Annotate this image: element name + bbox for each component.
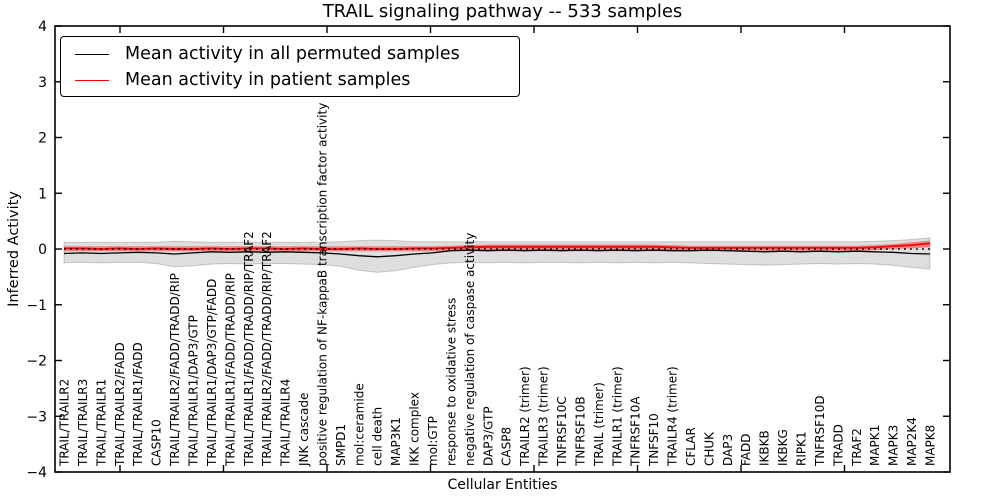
x-tick-label: MAPK3 — [887, 425, 901, 466]
x-axis-label: Cellular Entities — [447, 477, 558, 493]
x-tick-label: negative regulation of caspase activity — [463, 233, 477, 466]
x-tick-label: DAP3/GTP — [481, 406, 495, 466]
x-tick-label: IKK complex — [408, 392, 422, 466]
legend-entry-patient: Mean activity in patient samples — [75, 67, 519, 93]
x-tick-label: TRAIL/TRAILR1 — [94, 379, 108, 467]
legend-label-permuted: Mean activity in all permuted samples — [125, 44, 460, 64]
x-tick-label: TRAIL (trimer) — [592, 382, 606, 467]
y-tick-label: −1 — [26, 298, 47, 314]
y-tick-label: 1 — [38, 186, 47, 202]
y-tick-label: −3 — [26, 409, 47, 425]
legend-box: Mean activity in all permuted samples Me… — [60, 36, 520, 97]
y-tick-label: 0 — [38, 242, 47, 258]
x-tick-label: DAP3 — [721, 434, 735, 466]
confidence-band-permuted — [63, 237, 931, 273]
x-tick-label: TRAIL/TRAILR4 — [279, 379, 293, 467]
x-tick-label: TRAIL/TRAILR1/FADD/TRADD/RIP — [223, 273, 237, 467]
x-tick-label: TRADD — [831, 424, 845, 467]
x-tick-label: TNFRSF10A — [629, 396, 643, 467]
x-tick-label: TRAILR4 (trimer) — [666, 366, 680, 467]
x-tick-label: MAPK1 — [868, 425, 882, 466]
x-tick-label: positive regulation of NF-kappaB transcr… — [316, 103, 330, 466]
x-tick-label: mol:GTP — [426, 416, 440, 466]
x-tick-label: TRAIL/TRAILR2/FADD/TRADD/RIP — [168, 273, 182, 467]
y-axis-label: Inferred Activity — [6, 191, 22, 307]
legend-line-permuted-icon — [75, 53, 109, 55]
x-tick-label: mol:ceramide — [352, 383, 366, 466]
x-tick-label: IKBKG — [776, 429, 790, 466]
legend-label-patient: Mean activity in patient samples — [125, 70, 411, 90]
x-tick-label: TRAIL/TRAILR1/DAP3/GTP/FADD — [205, 279, 219, 467]
y-tick-label: −2 — [26, 354, 47, 370]
x-tick-label: TRAIL/TRAILR1/FADD — [131, 342, 145, 467]
series-line-permuted — [63, 249, 931, 258]
x-tick-label: response to oxidative stress — [444, 298, 458, 466]
y-tick-label: −4 — [26, 465, 47, 481]
x-tick-label: cell death — [371, 407, 385, 466]
x-tick-label: CHUK — [702, 431, 716, 466]
x-tick-label: RIPK1 — [795, 431, 809, 466]
x-tick-label: CASP10 — [150, 419, 164, 466]
x-tick-label: TRAF2 — [850, 428, 864, 467]
y-tick-label: 2 — [38, 131, 47, 147]
x-tick-label: TNFRSF10C — [555, 396, 569, 467]
x-tick-label: MAP3K1 — [389, 417, 403, 466]
x-tick-label: TNFSF10 — [647, 413, 661, 467]
x-tick-label: TRAIL/TRAILR2/FADD/TRADD/RIP/TRAF2 — [260, 231, 274, 467]
x-tick-label: TRAIL/TRAILR3 — [76, 379, 90, 467]
x-tick-label: TRAILR3 (trimer) — [537, 366, 551, 467]
x-tick-label: MAP2K4 — [905, 417, 919, 466]
x-tick-label: TNFRSF10B — [573, 396, 587, 467]
x-tick-label: TRAIL/TRAILR2 — [58, 379, 72, 467]
x-tick-label: FADD — [739, 434, 753, 467]
x-tick-label: CFLAR — [684, 427, 698, 466]
x-tick-label: TRAIL/TRAILR2/FADD — [113, 342, 127, 467]
x-tick-label: JNK cascade — [297, 393, 311, 467]
x-tick-label: TRAIL/TRAILR1/FADD/TRADD/RIP/TRAF2 — [242, 231, 256, 467]
y-tick-label: 4 — [38, 19, 47, 35]
x-tick-label: TRAILR2 (trimer) — [518, 366, 532, 467]
x-tick-label: SMPD1 — [334, 424, 348, 466]
x-tick-label: IKBKB — [758, 430, 772, 466]
x-tick-label: TRAIL/TRAILR1/DAP3/GTP — [187, 315, 201, 467]
y-tick-label: 3 — [38, 75, 47, 91]
x-tick-label: TNFRSF10D — [813, 395, 827, 467]
legend-entry-permuted: Mean activity in all permuted samples — [75, 41, 519, 67]
plot-title: TRAIL signaling pathway -- 533 samples — [322, 1, 683, 22]
x-tick-label: TRAILR1 (trimer) — [610, 366, 624, 467]
x-tick-label: MAPK8 — [924, 425, 938, 466]
x-tick-label: CASP8 — [500, 427, 514, 466]
legend-line-patient-icon — [75, 79, 109, 81]
